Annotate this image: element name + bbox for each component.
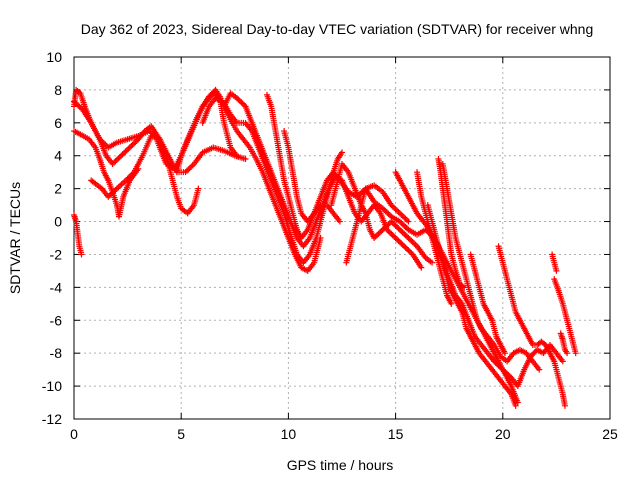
data-point: [242, 156, 249, 163]
y-tick-label: 8: [54, 82, 62, 98]
chart-title: Day 362 of 2023, Sidereal Day-to-day VTE…: [81, 21, 594, 37]
series-arc-22: [557, 330, 571, 357]
data-point: [512, 402, 519, 409]
y-tick-label: -10: [42, 378, 62, 394]
plot-frame: [73, 56, 611, 420]
y-axis-label: SDTVAR / TECUs: [7, 182, 23, 294]
y-tick-label: 2: [54, 181, 62, 197]
data-point: [572, 350, 579, 357]
data-point: [336, 218, 343, 225]
series-arc-1: [71, 211, 85, 258]
y-tick-label: 4: [54, 148, 62, 164]
x-tick-label: 20: [495, 426, 511, 442]
data-point: [501, 350, 508, 357]
series-arc-18: [467, 251, 508, 357]
series-arc-12: [343, 182, 412, 266]
data-point: [195, 185, 202, 192]
y-tick-label: -8: [50, 345, 63, 361]
y-tick-label: -6: [50, 312, 63, 328]
series-arc-21: [551, 276, 579, 357]
x-tick-label: 15: [388, 426, 404, 442]
data-point: [553, 267, 560, 274]
data-point: [536, 366, 543, 373]
x-tick-label: 10: [281, 426, 297, 442]
y-tick-label: 0: [54, 214, 62, 230]
series-arc-5: [71, 98, 249, 176]
data-point: [339, 149, 345, 156]
x-tick-label: 25: [602, 426, 618, 442]
y-tick-label: 10: [46, 49, 62, 65]
y-tick-label: -2: [50, 246, 63, 262]
x-tick-label: 0: [70, 426, 78, 442]
x-tick-label: 5: [177, 426, 185, 442]
series-arc-11: [328, 160, 436, 266]
series-arc-16: [435, 156, 468, 291]
x-axis-label: GPS time / hours: [287, 457, 394, 473]
series-arc-7: [199, 95, 345, 266]
data-point: [418, 264, 425, 271]
data-point: [78, 251, 85, 258]
data-point: [559, 358, 566, 365]
data-point: [564, 350, 571, 357]
data-point: [405, 218, 412, 225]
data-layer: [71, 86, 579, 409]
data-point: [448, 300, 455, 307]
y-tick-label: -4: [50, 279, 63, 295]
data-point: [561, 402, 568, 409]
data-point: [429, 259, 436, 266]
tick-layer: 0 5 10 15 20 25 -12 -10 -8 -6 -4 -2 0 2 4 6 8 10: [42, 49, 618, 442]
y-tick-label: 6: [54, 115, 62, 131]
series-arc-20: [549, 251, 560, 274]
series-arc-14: [424, 202, 519, 409]
series-arc-17: [439, 160, 543, 373]
data-point: [129, 170, 136, 177]
series-arc-19: [495, 243, 568, 409]
series-arc-15: [414, 169, 455, 307]
series-arc-10: [281, 128, 343, 225]
y-tick-label: -12: [42, 411, 62, 427]
